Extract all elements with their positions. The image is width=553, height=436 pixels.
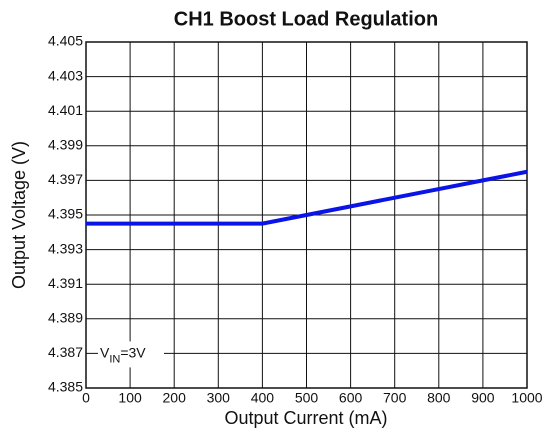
x-tick-label: 600	[339, 390, 363, 406]
x-tick-label: 0	[82, 390, 90, 406]
annotation: VIN=3V	[100, 344, 146, 365]
x-tick-label: 900	[471, 390, 495, 406]
annotation-sub: IN	[109, 353, 120, 365]
y-tick-label: 4.391	[48, 275, 83, 291]
x-tick-label: 500	[295, 390, 319, 406]
x-tick-label: 100	[118, 390, 142, 406]
annotation-part: V	[100, 344, 110, 360]
y-tick-label: 4.403	[48, 67, 83, 83]
annotation-bg	[98, 341, 164, 368]
x-tick-label: 800	[427, 390, 451, 406]
y-tick-label: 4.401	[48, 102, 83, 118]
x-tick-label: 300	[207, 390, 231, 406]
data-line	[86, 169, 528, 226]
y-tick-label: 4.389	[48, 310, 83, 326]
annotation-part: =3V	[120, 344, 146, 360]
y-tick-label: 4.385	[48, 379, 83, 395]
plot-frame	[85, 41, 528, 389]
y-tick-label: 4.399	[48, 137, 83, 153]
x-tick-label: 200	[163, 390, 187, 406]
y-tick-label: 4.405	[48, 33, 83, 49]
x-axis-label: Output Current (mA)	[224, 408, 387, 428]
y-tick-label: 4.395	[48, 206, 83, 222]
x-tick-label: 400	[251, 390, 275, 406]
y-tick-label: 4.393	[48, 240, 83, 256]
y-axis-label: Output Voltage (V)	[9, 141, 29, 289]
x-tick-label: 1000	[511, 390, 542, 406]
y-tick-label: 4.397	[48, 171, 83, 187]
chart-title: CH1 Boost Load Regulation	[174, 8, 438, 30]
x-tick-label: 700	[383, 390, 407, 406]
y-tick-label: 4.387	[48, 344, 83, 360]
